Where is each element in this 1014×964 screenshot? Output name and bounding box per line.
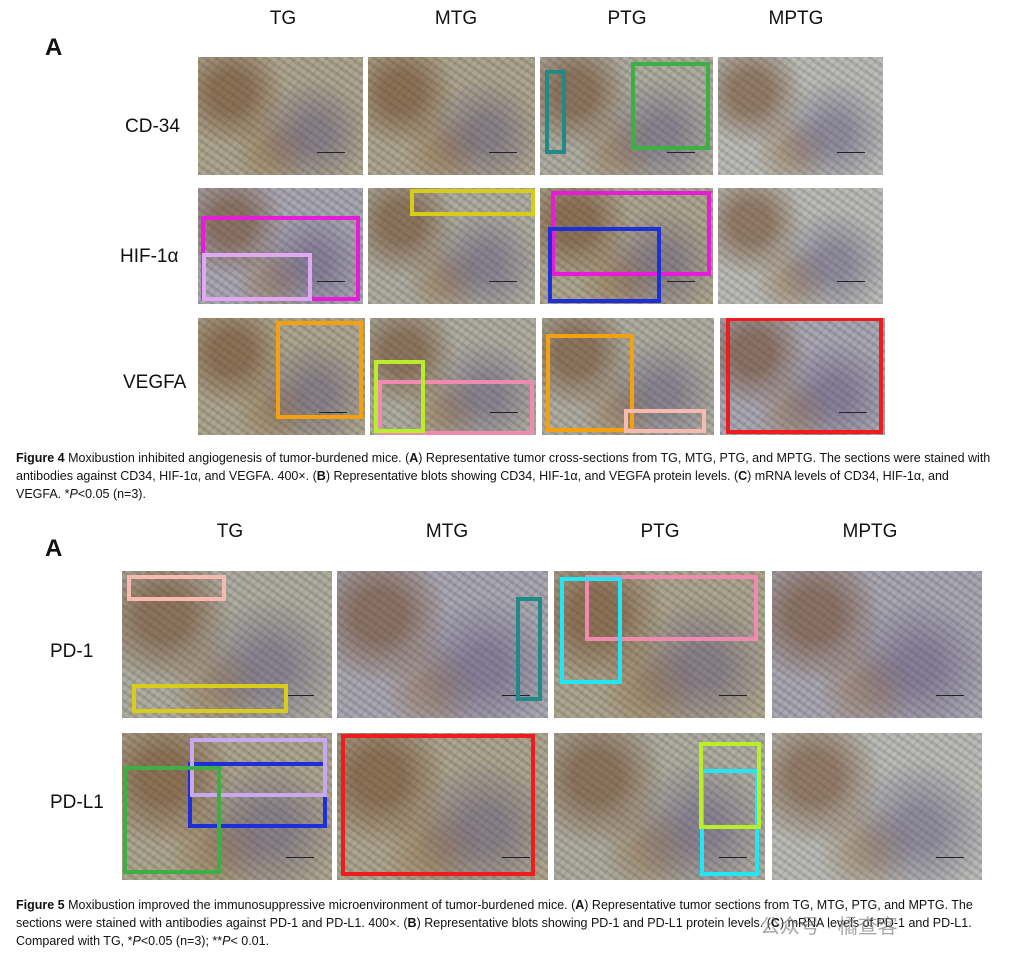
annotation-box-cyan — [560, 577, 622, 684]
caption-text: <0.05 (n=3). — [77, 487, 146, 501]
micrograph-pd1-mptg — [772, 571, 982, 718]
caption-text: P — [132, 934, 141, 948]
caption-text: < 0.01. — [230, 934, 270, 948]
caption-text: B — [316, 469, 326, 483]
caption-text: ) Representative tumor cross-sections fr… — [16, 451, 991, 483]
annotation-box-teal — [545, 70, 566, 154]
figure5-col-mptg: MPTG — [842, 521, 898, 542]
micrograph-vegfa-ptg — [542, 318, 714, 435]
micrograph-cd34-mptg — [718, 57, 883, 175]
micrograph-hif1a-ptg — [540, 188, 713, 304]
figure5-col-mtg: MTG — [425, 521, 469, 542]
micrograph-pdl1-mtg — [337, 733, 548, 880]
figure4-col-mtg: MTG — [434, 8, 478, 29]
caption-text: C — [738, 469, 748, 483]
micrograph-cd34-ptg — [540, 57, 713, 175]
annotation-box-lavender — [202, 253, 312, 301]
micrograph-pdl1-tg — [122, 733, 332, 880]
micrograph-pd1-ptg — [554, 571, 765, 718]
caption-label: Figure 4 — [16, 451, 65, 465]
caption-text: <0.05 (n=3); ** — [140, 934, 223, 948]
figure5-caption: Figure 5 Moxibustion improved the immuno… — [16, 896, 996, 950]
caption-text: Moxibustion improved the immunosuppressi… — [64, 898, 576, 912]
figure4-row-vegfa: VEGFA — [123, 372, 187, 393]
micrograph-hif1a-mtg — [368, 188, 535, 304]
caption-text: ) Representative blots showing CD34, HIF… — [325, 469, 739, 483]
caption-text: A — [575, 898, 585, 912]
micrograph-cd34-mtg — [368, 57, 535, 175]
annotation-box-olive — [132, 684, 288, 713]
annotation-box-green — [631, 62, 710, 150]
annotation-box-magenta — [551, 191, 711, 276]
micrograph-vegfa-mptg — [720, 318, 885, 435]
caption-text: Moxibustion inhibited angiogenesis of tu… — [64, 451, 410, 465]
annotation-box-red — [726, 318, 883, 434]
micrograph-cd34-tg — [198, 57, 363, 175]
micrograph-pdl1-ptg — [554, 733, 765, 880]
figure5-row-pd1: PD-1 — [50, 641, 94, 662]
annotation-box-salmon — [127, 575, 226, 601]
annotation-box-pink — [378, 380, 534, 435]
caption-text: ) Representative tumor sections from TG,… — [16, 898, 973, 930]
figure4-col-mptg: MPTG — [768, 8, 824, 29]
micrograph-hif1a-tg — [198, 188, 363, 304]
annotation-box-lime — [374, 360, 425, 433]
watermark: 公众号 · 橘查客 — [760, 916, 898, 938]
annotation-box-red — [341, 734, 535, 876]
annotation-box-pink — [585, 575, 758, 641]
annotation-box-yellow — [410, 189, 535, 216]
figure5-panel-letter: A — [45, 535, 63, 562]
caption-label: Figure 5 — [16, 898, 65, 912]
annotation-box-green — [123, 766, 221, 874]
caption-text: C — [770, 916, 780, 930]
micrograph-vegfa-mtg — [370, 318, 536, 435]
caption-text: B — [407, 916, 417, 930]
micrograph-pdl1-mptg — [772, 733, 982, 880]
caption-text: P — [69, 487, 78, 501]
micrograph-pd1-mtg — [337, 571, 548, 718]
annotation-box-teal — [516, 597, 542, 701]
annotation-box-orange — [276, 321, 363, 419]
annotation-box-lime — [699, 742, 761, 829]
figure4-caption: Figure 4 Moxibustion inhibited angiogene… — [16, 449, 996, 503]
figure4-col-tg: TG — [269, 8, 297, 29]
figure5-col-tg: TG — [216, 521, 244, 542]
annotation-box-salmon — [624, 409, 706, 433]
micrograph-hif1a-mptg — [718, 188, 883, 304]
figure5-row-pdl1: PD-L1 — [50, 792, 104, 813]
figure4-col-ptg: PTG — [607, 8, 647, 29]
annotation-box-blue — [548, 227, 661, 303]
micrograph-pd1-tg — [122, 571, 332, 718]
figure4-row-hif1a: HIF-1α — [120, 246, 179, 267]
figure4-panel-letter: A — [45, 34, 63, 61]
caption-text: ) mRNA levels of PD-1 and PD-L1. Compare… — [16, 916, 972, 948]
micrograph-vegfa-tg — [198, 318, 365, 435]
figure4-row-cd34: CD-34 — [125, 116, 180, 137]
caption-text: A — [409, 451, 419, 465]
annotation-box-orange — [546, 334, 634, 432]
caption-text: ) Representative blots showing PD-1 and … — [416, 916, 771, 930]
figure5-col-ptg: PTG — [640, 521, 680, 542]
caption-text: ) mRNA levels of CD34, HIF-1α, and VEGFA… — [16, 469, 949, 501]
caption-text: P — [222, 934, 231, 948]
